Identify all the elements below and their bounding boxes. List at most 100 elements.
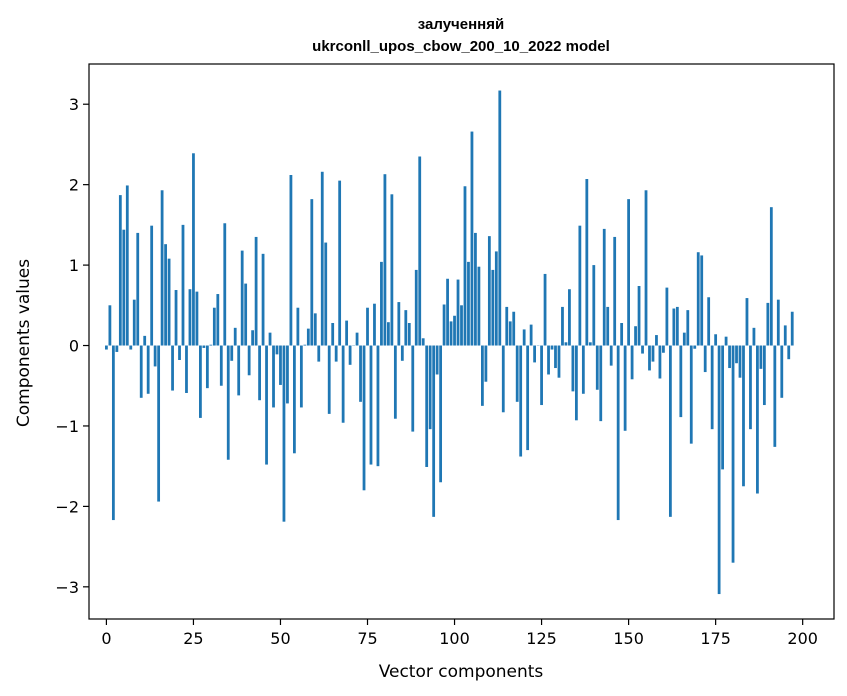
bar-166 <box>682 332 686 346</box>
bar-117 <box>512 311 516 346</box>
bar-151 <box>630 345 634 380</box>
bar-112 <box>494 251 498 346</box>
bar-195 <box>783 325 787 346</box>
bar-159 <box>658 345 662 379</box>
bar-156 <box>648 345 651 371</box>
bar-121 <box>526 345 530 451</box>
bar-136 <box>578 225 582 346</box>
bar-192 <box>773 345 777 447</box>
bar-108 <box>481 345 484 406</box>
bar-7 <box>129 345 133 350</box>
bar-78 <box>376 345 380 467</box>
bar-149 <box>623 345 627 431</box>
bar-109 <box>484 345 488 382</box>
bar-83 <box>393 345 397 419</box>
bar-102 <box>460 305 463 346</box>
bar-53 <box>289 175 293 346</box>
bar-138 <box>585 179 589 346</box>
bar-174 <box>710 345 714 430</box>
bar-120 <box>522 329 526 346</box>
bar-93 <box>428 345 432 430</box>
bar-127 <box>547 345 550 375</box>
bar-49 <box>275 345 279 355</box>
bar-30 <box>209 344 213 346</box>
bar-17 <box>164 244 167 346</box>
x-tick-label: 200 <box>787 629 818 648</box>
y-tick-label: 1 <box>69 256 79 275</box>
bar-113 <box>498 90 502 346</box>
bar-133 <box>568 289 571 346</box>
bar-88 <box>411 345 415 432</box>
bar-105 <box>470 131 474 346</box>
bar-96 <box>439 345 443 483</box>
bar-62 <box>320 171 324 346</box>
bar-54 <box>293 345 296 454</box>
bar-61 <box>317 345 321 362</box>
bar-185 <box>749 345 752 430</box>
bar-55 <box>296 307 300 346</box>
x-tick-label: 175 <box>700 629 731 648</box>
bar-118 <box>515 345 519 402</box>
bar-147 <box>616 345 620 521</box>
bar-32 <box>216 294 220 346</box>
bar-13 <box>150 225 154 346</box>
bar-180 <box>731 345 735 563</box>
bar-69 <box>345 320 349 346</box>
bar-176 <box>717 345 721 595</box>
bar-25 <box>192 153 195 346</box>
bar-125 <box>540 345 543 406</box>
bar-84 <box>397 302 401 346</box>
bar-76 <box>369 345 373 465</box>
bar-196 <box>787 345 791 360</box>
bar-89 <box>414 269 418 346</box>
y-tick-label: 2 <box>69 176 79 195</box>
bar-56 <box>299 345 303 408</box>
bar-10 <box>139 345 143 398</box>
bar-163 <box>672 308 676 346</box>
bar-60 <box>313 313 317 346</box>
bar-14 <box>153 345 157 367</box>
bar-86 <box>404 310 408 346</box>
bar-46 <box>265 345 268 465</box>
bar-171 <box>700 255 704 346</box>
x-tick-label: 25 <box>183 629 203 648</box>
y-tick-label: −1 <box>55 417 79 436</box>
bars-group <box>105 90 794 595</box>
bar-65 <box>331 323 335 346</box>
bar-116 <box>508 321 512 346</box>
bar-50 <box>279 345 282 385</box>
bar-79 <box>380 261 383 346</box>
bar-115 <box>505 306 509 346</box>
bar-150 <box>627 199 630 346</box>
bar-35 <box>226 345 230 460</box>
bar-81 <box>387 322 390 346</box>
bar-73 <box>359 345 362 402</box>
bar-67 <box>338 180 342 346</box>
bar-160 <box>662 345 665 353</box>
bar-29 <box>205 345 209 389</box>
bar-183 <box>742 345 745 487</box>
bar-161 <box>665 287 669 346</box>
bar-75 <box>366 307 369 346</box>
bar-12 <box>146 345 150 394</box>
bar-122 <box>529 324 533 346</box>
bar-91 <box>421 338 425 346</box>
bar-189 <box>762 345 766 406</box>
bar-40 <box>244 283 248 346</box>
bar-66 <box>334 345 338 362</box>
bar-16 <box>160 190 164 346</box>
bar-179 <box>728 345 731 369</box>
bar-24 <box>188 289 192 346</box>
bar-0 <box>105 345 108 350</box>
bar-123 <box>533 345 536 363</box>
bar-68 <box>341 345 345 423</box>
plot-frame <box>88 63 835 620</box>
bar-158 <box>655 335 658 346</box>
bar-143 <box>602 228 606 346</box>
bar-2 <box>111 345 115 521</box>
bar-11 <box>143 335 147 346</box>
bar-103 <box>463 186 467 346</box>
bar-48 <box>272 345 275 408</box>
bar-155 <box>644 190 648 346</box>
bar-175 <box>714 334 718 346</box>
